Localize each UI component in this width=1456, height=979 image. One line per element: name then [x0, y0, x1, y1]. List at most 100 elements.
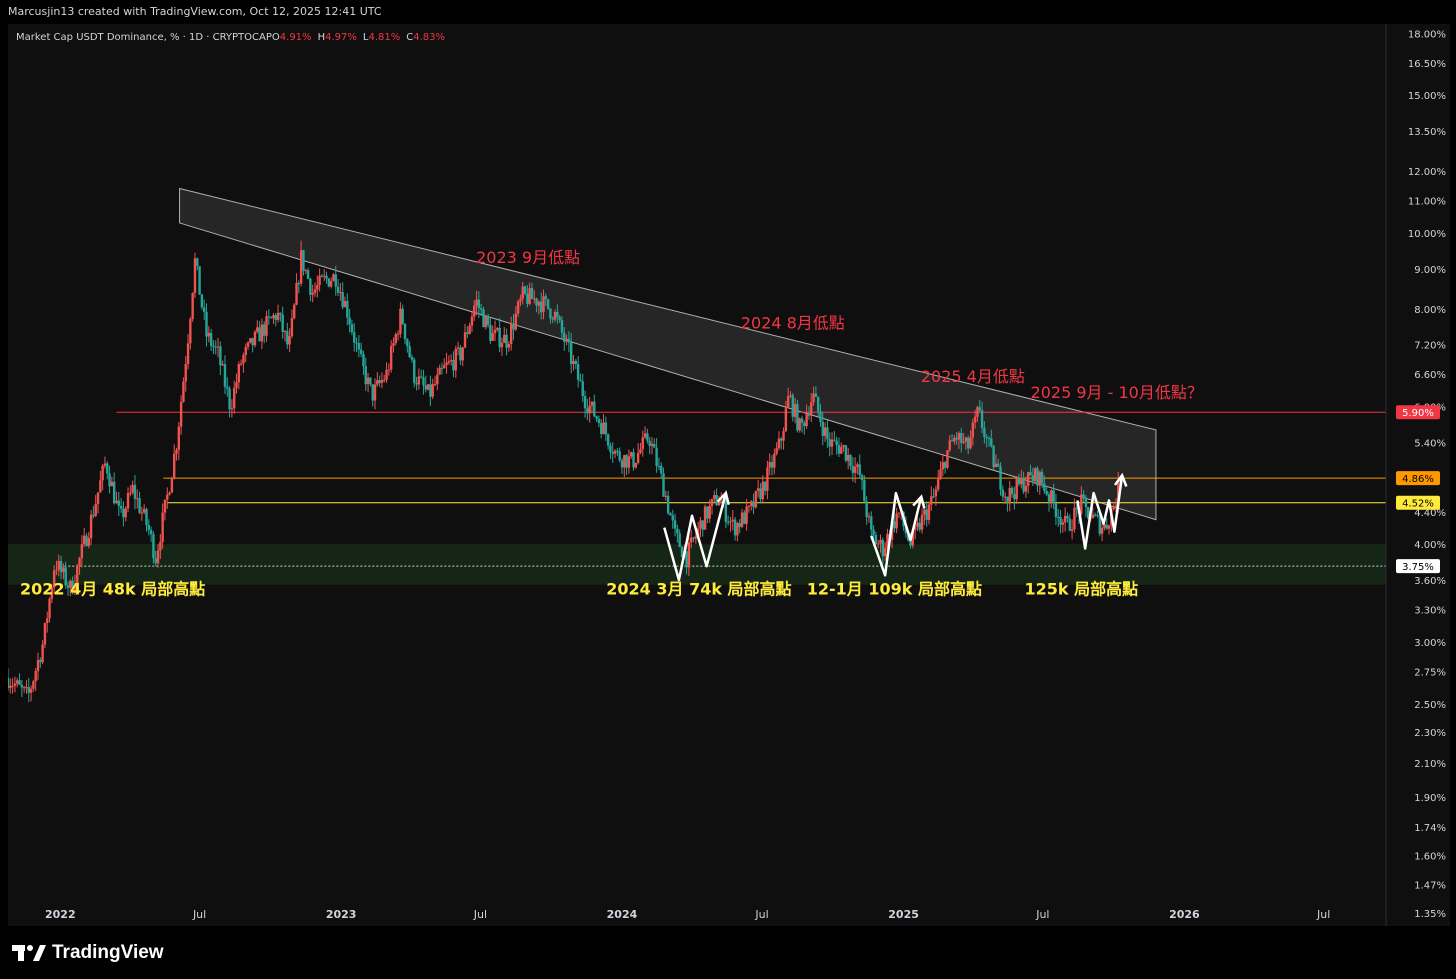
- candle: [509, 323, 513, 345]
- price-tag[interactable]: [1396, 405, 1440, 420]
- y-tick-label: 11.00%: [1408, 197, 1446, 208]
- candle: [1033, 468, 1037, 481]
- candle: [85, 535, 88, 546]
- candle: [863, 480, 866, 502]
- candle: [1059, 517, 1062, 525]
- candle: [366, 377, 370, 385]
- candle: [782, 431, 785, 441]
- price-tag[interactable]: [1396, 495, 1440, 510]
- y-tick-label: 13.50%: [1408, 127, 1446, 138]
- candle: [237, 364, 241, 383]
- pattern-arrow[interactable]: [1076, 475, 1124, 550]
- annotation-red: 2025 9月 - 10月低點？: [1031, 383, 1203, 402]
- candle: [526, 293, 529, 304]
- candle: [976, 407, 979, 417]
- candle: [960, 433, 963, 443]
- candle: [306, 270, 310, 279]
- candle: [177, 426, 181, 450]
- candle: [1107, 525, 1111, 529]
- candle: [1112, 506, 1115, 510]
- candle: [602, 422, 605, 435]
- candle: [1003, 496, 1007, 498]
- candle: [94, 503, 97, 516]
- candle: [436, 374, 439, 385]
- candle: [920, 514, 924, 530]
- candle: [669, 513, 672, 516]
- candle: [394, 334, 397, 344]
- candle: [1006, 496, 1009, 502]
- candle: [703, 506, 707, 530]
- price-tag[interactable]: [1396, 471, 1440, 486]
- chart-panel[interactable]: 2023 9月低點 2024 8月低點 2025 4月低點 2025 9月 - 10月…: [6, 24, 1450, 926]
- candle: [66, 585, 70, 588]
- candle: [895, 513, 898, 529]
- candle: [964, 437, 968, 442]
- candle: [25, 687, 28, 689]
- candle: [634, 462, 638, 468]
- candle: [119, 505, 123, 509]
- tradingview-logo[interactable]: TradingView: [12, 940, 164, 966]
- candle: [242, 354, 245, 364]
- candle: [13, 683, 17, 686]
- candle: [69, 580, 72, 588]
- price-tag[interactable]: [1396, 559, 1440, 574]
- candle: [336, 286, 340, 293]
- candle: [632, 452, 635, 468]
- descending-channel[interactable]: [179, 187, 1157, 521]
- candle: [729, 521, 732, 523]
- candle: [1070, 529, 1074, 531]
- candle: [533, 298, 536, 300]
- candle: [586, 408, 589, 414]
- candle: [962, 441, 965, 443]
- candle: [542, 296, 545, 313]
- candle: [32, 681, 35, 689]
- candle: [73, 584, 77, 593]
- candle: [750, 501, 753, 506]
- legend-c-value: 4.83%: [413, 32, 445, 43]
- candle: [1087, 507, 1090, 519]
- candle: [108, 473, 111, 487]
- candle: [613, 450, 617, 454]
- price-chart[interactable]: 2023 9月低點 2024 8月低點 2025 4月低點 2025 9月 - 10月…: [6, 24, 1450, 926]
- candle: [907, 533, 910, 541]
- candle: [459, 347, 462, 361]
- y-tick-label: 2.75%: [1414, 667, 1446, 678]
- annotation-red: 2025 4月低點: [921, 367, 1025, 386]
- x-tick-label: 2025: [888, 908, 919, 921]
- pattern-arrow[interactable]: [870, 491, 923, 577]
- tradingview-logo-icon: [12, 945, 46, 961]
- candle: [449, 359, 453, 362]
- candle: [184, 364, 187, 382]
- candle: [269, 317, 273, 319]
- candle: [440, 367, 444, 369]
- pattern-arrow[interactable]: [663, 492, 728, 582]
- candle: [477, 299, 481, 309]
- candle: [168, 492, 171, 495]
- candle: [286, 331, 289, 345]
- candle: [1068, 518, 1071, 531]
- candle: [978, 407, 981, 411]
- candle: [913, 526, 917, 530]
- candle: [249, 338, 252, 343]
- candle: [334, 274, 337, 287]
- candle: [346, 300, 349, 318]
- candle: [516, 301, 520, 314]
- x-tick-label: 2026: [1169, 908, 1200, 921]
- candle: [41, 644, 44, 663]
- candle: [867, 516, 871, 518]
- x-tick-label: Jul: [1316, 908, 1330, 921]
- candle: [313, 289, 317, 293]
- candle: [653, 443, 656, 448]
- candle: [64, 567, 67, 586]
- candle: [283, 331, 287, 333]
- candle: [1066, 515, 1069, 519]
- candle: [205, 311, 208, 337]
- candle: [600, 423, 603, 435]
- candle: [1082, 494, 1085, 498]
- candle: [740, 512, 744, 527]
- candle: [170, 477, 174, 493]
- candle: [55, 569, 58, 571]
- candle: [265, 316, 268, 336]
- candle: [733, 519, 737, 536]
- candle: [34, 671, 37, 682]
